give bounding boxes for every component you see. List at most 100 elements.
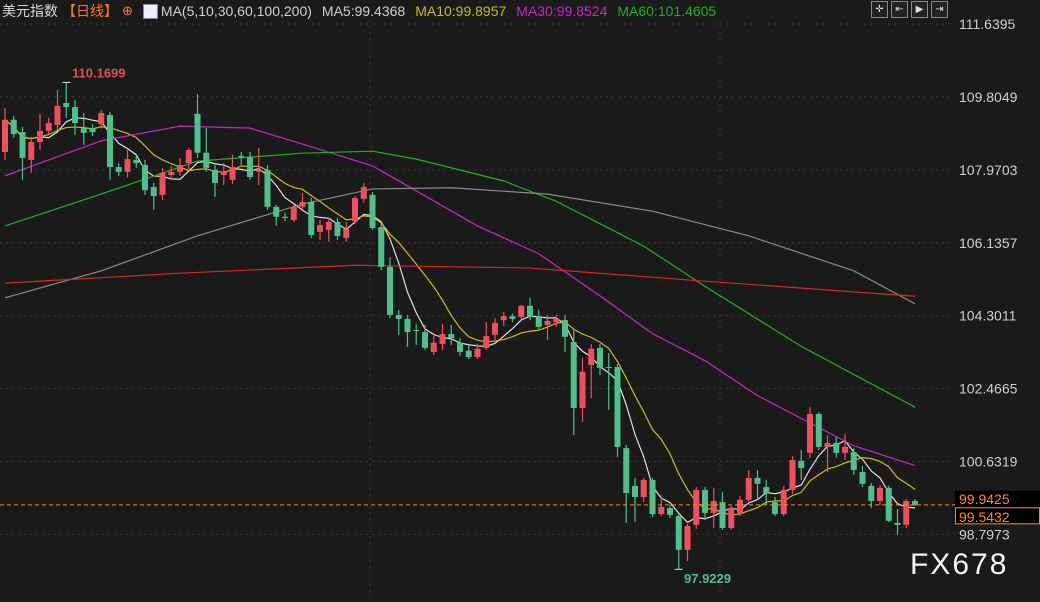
candle <box>334 217 341 240</box>
play-icon[interactable]: ▶ <box>911 1 928 18</box>
instrument-title: 美元指数 <box>2 3 58 19</box>
candle-body <box>518 305 525 317</box>
ma10-line <box>4 119 916 516</box>
candle-body <box>264 169 271 207</box>
candle <box>597 343 603 375</box>
candle-body <box>220 171 227 176</box>
y-tick-label: 100.6319 <box>959 454 1018 470</box>
candle-body <box>833 442 840 453</box>
candle-body <box>282 216 288 218</box>
ma200-line <box>4 264 916 297</box>
candle <box>457 338 463 356</box>
candle-body <box>824 442 831 447</box>
candle <box>894 508 901 535</box>
ma60-line <box>4 150 916 408</box>
candle <box>588 343 595 399</box>
candle-body <box>553 318 560 323</box>
candle-body <box>177 165 183 172</box>
candle-body <box>159 173 166 195</box>
y-tick-label: 111.6395 <box>959 16 1016 32</box>
candle <box>903 498 910 529</box>
candle <box>737 495 743 517</box>
candle-body <box>203 152 210 168</box>
candle-body <box>527 305 533 317</box>
ma5-value: MA5:99.4368 <box>321 3 406 19</box>
low-annotation: 97.9229 <box>684 571 731 586</box>
candle-body <box>2 119 8 152</box>
candle <box>2 107 8 160</box>
candle-body <box>422 332 428 348</box>
candle-body <box>194 113 201 153</box>
candle <box>19 126 26 180</box>
candle-body <box>238 155 245 158</box>
candle-body <box>63 103 70 108</box>
candle-body <box>185 149 192 164</box>
candle-body <box>780 489 787 515</box>
candle <box>273 204 280 226</box>
candle <box>772 497 778 517</box>
candle-body <box>868 485 875 501</box>
candle <box>842 433 848 461</box>
y-tick-label: 104.3011 <box>959 308 1017 324</box>
candle <box>465 344 472 360</box>
candle <box>80 113 87 145</box>
candle <box>763 479 770 505</box>
candle-body <box>325 221 332 230</box>
candle <box>360 182 367 203</box>
candle <box>72 99 78 135</box>
candle <box>527 297 533 321</box>
candle-body <box>124 159 131 172</box>
go-end-icon[interactable]: ⇥ <box>931 1 948 18</box>
candle <box>194 93 201 158</box>
candle-body <box>798 460 805 468</box>
ma-settings-label[interactable]: MA(5,10,30,60,100,200) <box>160 3 312 19</box>
candle-body <box>702 489 708 513</box>
candle-body <box>675 516 682 550</box>
candle-body <box>640 479 647 498</box>
candle <box>824 434 831 472</box>
candle <box>667 504 673 519</box>
candle-body <box>693 489 700 525</box>
candle <box>352 196 358 224</box>
candle <box>325 217 332 242</box>
candle <box>28 136 35 174</box>
ma10-value: MA10:99.8957 <box>415 3 507 19</box>
crosshair-icon[interactable]: ✛ <box>871 1 888 18</box>
period-selector[interactable]: 【日线】 <box>62 3 118 19</box>
candle-body <box>378 227 385 267</box>
candle <box>518 305 525 321</box>
candle-body <box>579 371 586 408</box>
candle-body <box>562 320 568 337</box>
candle-body <box>850 452 857 470</box>
candle <box>54 89 61 131</box>
candle-body <box>745 477 752 500</box>
candle-body <box>859 471 866 484</box>
candle <box>413 324 420 345</box>
ma-indicator-icon[interactable] <box>142 3 158 19</box>
candle <box>509 313 516 323</box>
candle <box>789 456 796 494</box>
candle <box>282 212 288 222</box>
ma5-line <box>4 117 916 524</box>
candle-body <box>45 122 52 131</box>
candle <box>658 495 665 517</box>
candle <box>492 318 498 340</box>
high-annotation: 110.1699 <box>72 65 126 80</box>
candle <box>877 485 883 505</box>
go-start-icon[interactable]: ⇤ <box>891 1 908 18</box>
add-icon[interactable]: ⊕ <box>122 3 133 18</box>
candle <box>798 450 805 480</box>
candle <box>833 436 840 459</box>
candle <box>290 204 297 222</box>
candle <box>299 192 306 211</box>
candle-body <box>448 334 455 339</box>
ma30-value: MA30:99.8524 <box>516 3 608 19</box>
candle <box>719 491 726 530</box>
candle-body <box>667 508 673 515</box>
candle-body <box>789 460 796 490</box>
candle-body <box>588 348 595 366</box>
ma100-line <box>4 187 916 305</box>
candle-body <box>247 157 253 178</box>
candle-body <box>317 225 323 232</box>
